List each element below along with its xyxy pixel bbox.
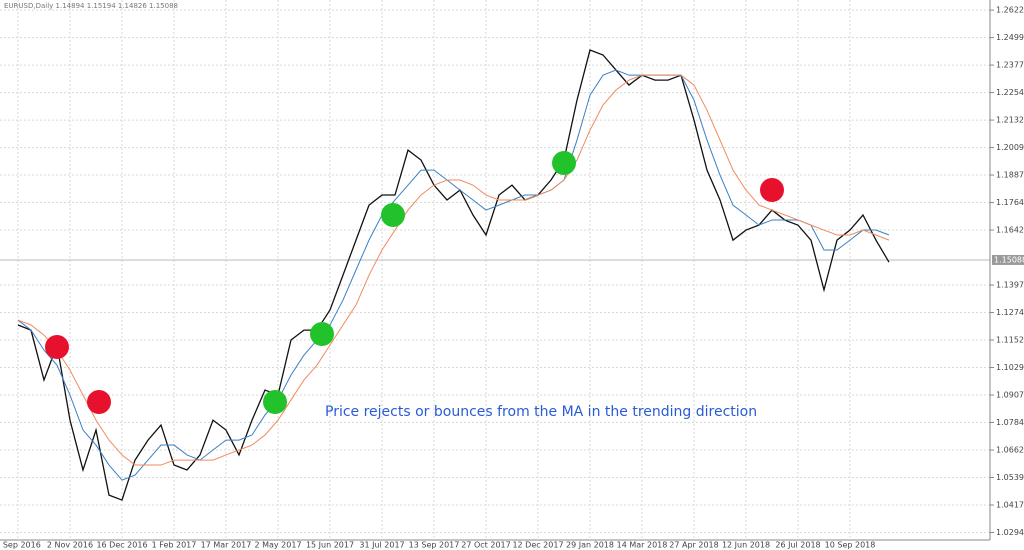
x-tick-label: 13 Sep 2017 — [409, 541, 460, 550]
last-price-label: 1.15088 — [994, 255, 1024, 264]
y-tick-label: 1.21320 — [996, 116, 1024, 125]
y-tick-label: 1.24995 — [996, 33, 1024, 42]
y-tick-label: 1.13970 — [996, 281, 1024, 290]
x-tick-label: 1 Feb 2017 — [152, 541, 197, 550]
x-tick-label: 15 Jun 2017 — [306, 541, 354, 550]
y-tick-label: 1.12745 — [996, 308, 1024, 317]
y-tick-label: 1.09070 — [996, 391, 1024, 400]
y-tick-label: 1.18870 — [996, 171, 1024, 180]
x-tick-label: 17 Mar 2017 — [201, 541, 252, 550]
y-tick-label: 1.06620 — [996, 446, 1024, 455]
y-tick-label: 1.22545 — [996, 88, 1024, 97]
x-tick-label: 2 May 2017 — [254, 541, 301, 550]
y-tick-label: 1.02945 — [996, 528, 1024, 537]
y-tick-label: 1.05395 — [996, 473, 1024, 482]
last-price-box — [992, 254, 1024, 265]
highlights — [45, 151, 784, 414]
x-tick-label: 2 Nov 2016 — [47, 541, 93, 550]
y-tick-label: 1.17645 — [996, 198, 1024, 207]
x-tick-label: 27 Oct 2017 — [461, 541, 510, 550]
y-tick-label: 1.10295 — [996, 363, 1024, 372]
y-tick-label: 1.23770 — [996, 61, 1024, 70]
grid — [0, 0, 990, 540]
y-tick-label: 1.26220 — [996, 6, 1024, 15]
x-tick-label: 10 Sep 2018 — [825, 541, 876, 550]
y-tick-label: 1.16420 — [996, 226, 1024, 235]
y-tick-label: 1.04170 — [996, 500, 1024, 509]
annotation: Price rejects or bounces from the MA in … — [325, 404, 757, 420]
x-tick-label: 31 Jul 2017 — [359, 541, 404, 550]
x-tick-label: 12 Dec 2017 — [512, 541, 563, 550]
reject-circle — [45, 335, 69, 359]
x-tick-label: 14 Mar 2018 — [617, 541, 668, 550]
x-tick-label: 27 Apr 2018 — [669, 541, 718, 550]
ma-line — [17, 69, 890, 481]
lines — [0, 49, 990, 501]
x-tick-label: 16 Dec 2016 — [96, 541, 147, 550]
x-tick-label: 12 Jun 2018 — [722, 541, 770, 550]
y-tick-label: 1.11520 — [996, 336, 1024, 345]
bounce-circle — [381, 203, 405, 227]
reject-circle — [87, 390, 111, 414]
price-line — [17, 49, 890, 501]
reject-circle — [760, 178, 784, 202]
bounce-circle — [263, 390, 287, 414]
ma-line — [17, 74, 890, 466]
chart-title: EURUSD,Daily 1.14894 1.15194 1.14826 1.1… — [4, 2, 178, 10]
bounce-circle — [552, 151, 576, 175]
bounce-circle — [310, 322, 334, 346]
x-tick-label: 26 Jul 2018 — [775, 541, 820, 550]
x-tick-label: 9 Sep 2016 — [0, 541, 41, 550]
x-tick-label: 29 Jan 2018 — [566, 541, 614, 550]
y-tick-label: 1.20095 — [996, 143, 1024, 152]
y-tick-label: 1.07845 — [996, 418, 1024, 427]
